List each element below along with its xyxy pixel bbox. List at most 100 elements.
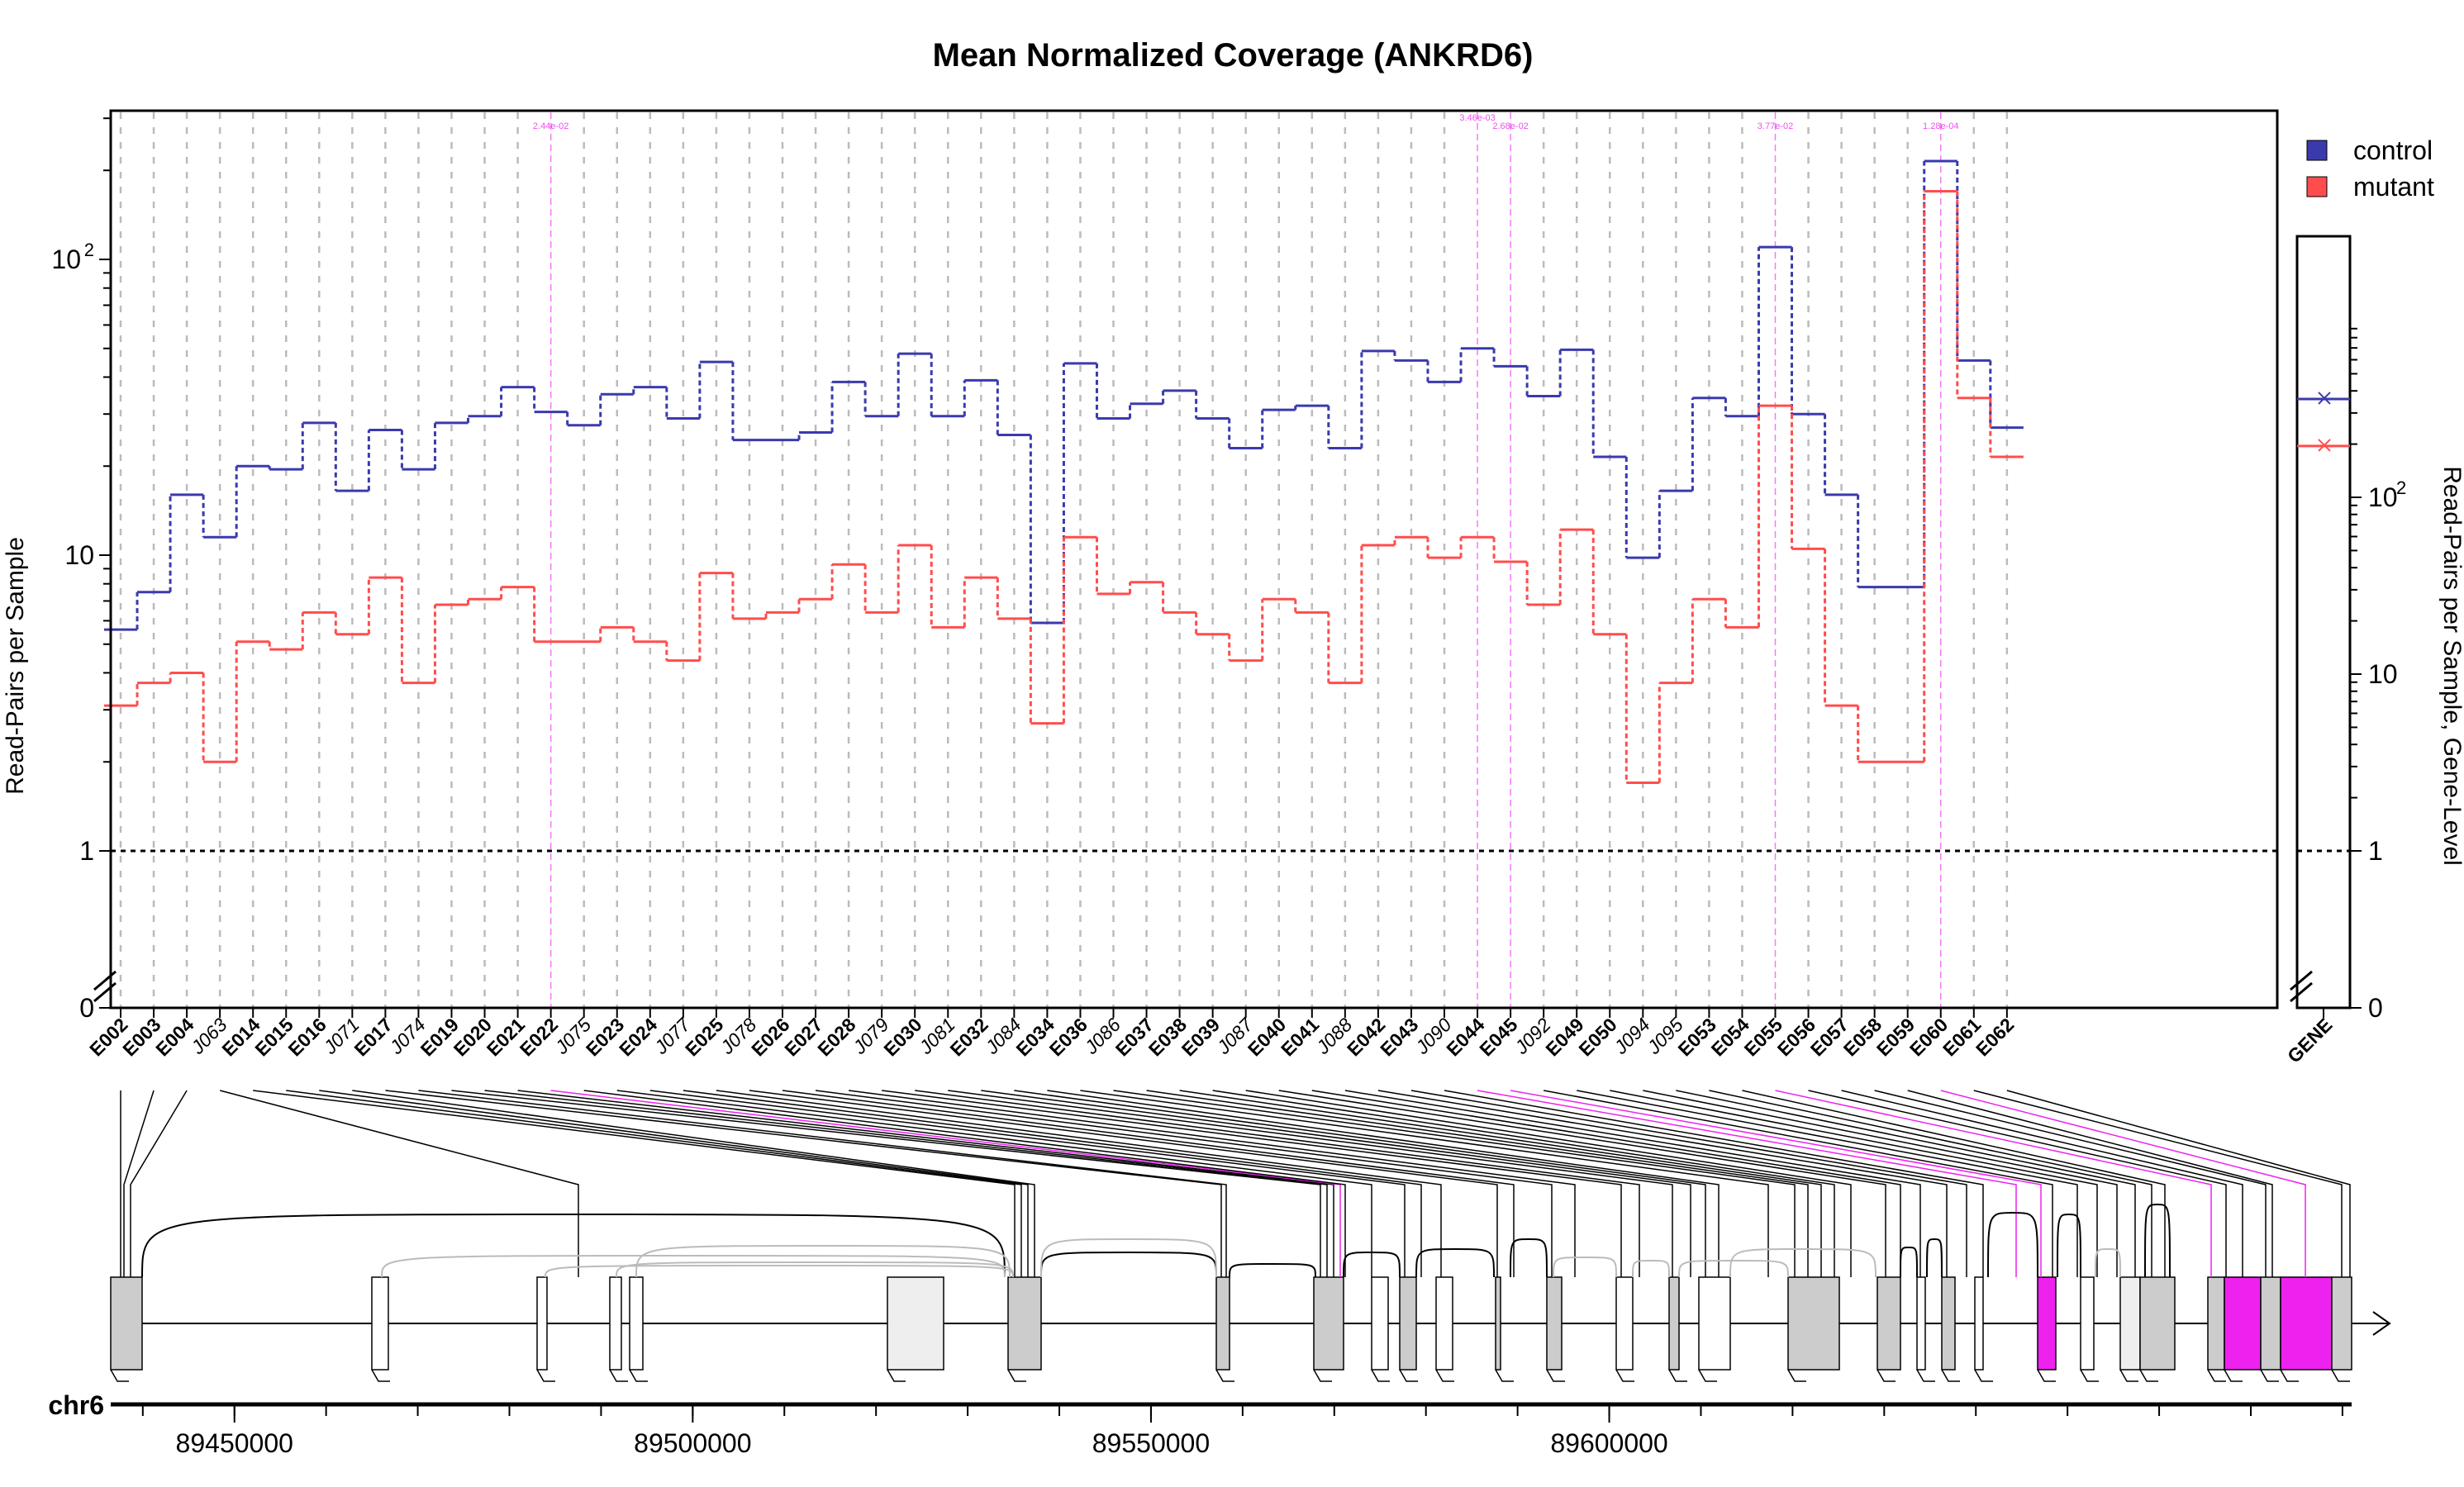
- feature-label: E056: [1773, 1014, 1819, 1060]
- feature-label: E038: [1144, 1014, 1192, 1061]
- exon-box: [887, 1276, 944, 1371]
- feature-connector: [253, 1090, 1016, 1277]
- exon-box: [1215, 1276, 1230, 1371]
- feature-label: E061: [1938, 1014, 1986, 1061]
- pvalue-label: 3.46e-03: [1459, 113, 1495, 123]
- legend-swatch-control: [2306, 140, 2328, 161]
- feature-connector: [1344, 1090, 1921, 1277]
- genome-tick-label: 89550000: [1092, 1428, 1210, 1458]
- feature-connector: [319, 1090, 1029, 1277]
- exon-foot: [2139, 1369, 2158, 1382]
- feature-label: E054: [1707, 1014, 1754, 1061]
- exon-foot: [2037, 1369, 2056, 1382]
- gene-label: GENE: [2283, 1014, 2336, 1067]
- feature-label: E017: [350, 1014, 397, 1060]
- feature-label: E043: [1376, 1014, 1422, 1060]
- exon-box: [2080, 1276, 2095, 1371]
- junction-arc: [1926, 1238, 1943, 1278]
- feature-connector: [1080, 1090, 1769, 1277]
- gene-y-tick-label: 0: [2368, 993, 2383, 1023]
- feature-label: E020: [450, 1014, 496, 1060]
- feature-connector: [716, 1090, 1442, 1277]
- legend-swatch-mutant: [2306, 176, 2328, 197]
- feature-label: E045: [1475, 1014, 1522, 1061]
- feature-connector: [1278, 1090, 1886, 1277]
- feature-connector: [1245, 1090, 1852, 1277]
- exon-foot: [110, 1369, 129, 1382]
- feature-connector: [1047, 1090, 1720, 1277]
- feature-label: E027: [780, 1014, 826, 1060]
- exon-foot: [2280, 1369, 2299, 1382]
- feature-label: E024: [615, 1014, 662, 1061]
- feature-connector: [2006, 1090, 2351, 1277]
- exon-box: [2207, 1276, 2225, 1371]
- exon-foot: [1615, 1369, 1634, 1382]
- exon-foot: [1877, 1369, 1896, 1382]
- feature-label: E057: [1806, 1014, 1853, 1060]
- feature-connector: [1014, 1090, 1706, 1277]
- strand-arrow: [2372, 1311, 2391, 1336]
- y-tick-label: 10: [51, 245, 81, 274]
- exon-foot: [1546, 1369, 1565, 1382]
- feature-connector: [1113, 1090, 1796, 1277]
- feature-label: E041: [1277, 1014, 1324, 1061]
- feature-connector: [649, 1090, 1406, 1277]
- feature-connector: [517, 1090, 1334, 1277]
- junction-arc: [1987, 1211, 2038, 1278]
- exon-foot: [2260, 1369, 2279, 1382]
- feature-label: E034: [1012, 1014, 1059, 1061]
- feature-connector: [1477, 1090, 2017, 1277]
- feature-label: E021: [483, 1014, 530, 1061]
- junction-arc: [1678, 1260, 1789, 1278]
- feature-label: E060: [1905, 1014, 1952, 1060]
- exon-foot: [629, 1369, 648, 1382]
- feature-label: E022: [516, 1014, 562, 1060]
- junction-arc: [616, 1261, 1014, 1278]
- feature-connector: [815, 1090, 1553, 1277]
- feature-connector: [1410, 1090, 1967, 1277]
- feature-label: E016: [283, 1014, 330, 1060]
- feature-connector: [1907, 1090, 2273, 1277]
- feature-label: E062: [1972, 1014, 2018, 1060]
- plot-frame: [109, 109, 2279, 1010]
- junction-arc: [2095, 1247, 2121, 1278]
- junction-arc: [381, 1255, 1006, 1278]
- exon-foot: [1215, 1369, 1234, 1382]
- exon-box: [629, 1276, 644, 1371]
- feature-label: E014: [217, 1014, 264, 1061]
- junction-arc: [1040, 1238, 1217, 1278]
- exon-box: [1698, 1276, 1731, 1371]
- exon-box: [2139, 1276, 2176, 1371]
- pvalue-label: 2.68e-02: [1492, 121, 1528, 131]
- feature-connector: [583, 1090, 1346, 1277]
- exon-foot: [609, 1369, 628, 1382]
- exon-box: [1668, 1276, 1680, 1371]
- junction-arc: [1632, 1260, 1670, 1278]
- exon-foot: [887, 1369, 906, 1382]
- y-tick-label: 1: [79, 836, 94, 866]
- feature-connector: [1709, 1090, 2152, 1277]
- legend-label-mutant: mutant: [2353, 172, 2434, 202]
- feature-label: E026: [747, 1014, 793, 1060]
- exon-box: [1877, 1276, 1901, 1371]
- main-plot-panel: 2.44e-02 3.46e-032.68e-02 3.77e-02 1.28e-04…: [51, 109, 2279, 1023]
- feature-label: E030: [879, 1014, 925, 1060]
- junction-arc: [1900, 1246, 1918, 1278]
- chromosome-label: chr6: [48, 1390, 104, 1420]
- chart-title: Mean Normalized Coverage (ANKRD6): [933, 37, 1534, 74]
- exon-foot: [2119, 1369, 2138, 1382]
- junction-arc: [1510, 1238, 1548, 1278]
- feature-label: E036: [1045, 1014, 1092, 1060]
- feature-connector: [1544, 1090, 2053, 1277]
- feature-label: E028: [813, 1014, 860, 1061]
- junction-arc: [2057, 1213, 2081, 1278]
- exon-foot: [2207, 1369, 2226, 1382]
- feature-connector: [219, 1090, 579, 1277]
- exon-box: [1371, 1276, 1389, 1371]
- feature-label: E059: [1872, 1014, 1919, 1060]
- feature-connector: [1444, 1090, 1984, 1277]
- exon-foot: [1787, 1369, 1806, 1382]
- exon-box: [2119, 1276, 2141, 1371]
- feature-connector: [1577, 1090, 2078, 1277]
- feature-connector: [451, 1090, 1321, 1277]
